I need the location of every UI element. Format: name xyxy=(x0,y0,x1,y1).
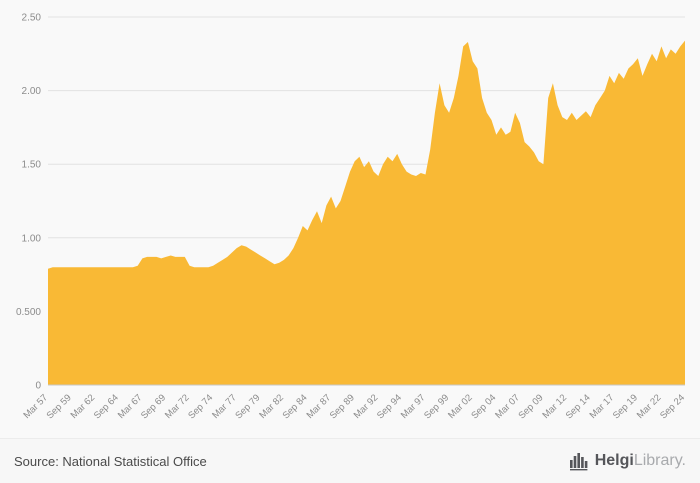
x-tick-label: Sep 04 xyxy=(469,392,498,421)
x-tick-label: Sep 64 xyxy=(92,392,121,421)
x-tick-label: Mar 22 xyxy=(635,392,664,421)
x-tick-label: Mar 72 xyxy=(163,392,192,421)
area-series xyxy=(48,40,685,385)
y-tick-label: 2.50 xyxy=(22,13,42,24)
x-tick-label: Mar 87 xyxy=(305,392,334,421)
x-tick-label: Mar 17 xyxy=(588,392,617,421)
x-tick-label: Mar 07 xyxy=(493,392,522,421)
x-tick-label: Sep 94 xyxy=(375,392,404,421)
x-tick-label: Mar 97 xyxy=(399,392,428,421)
x-tick-label: Sep 14 xyxy=(564,392,593,421)
x-tick-label: Mar 92 xyxy=(352,392,381,421)
x-tick-label: Mar 67 xyxy=(116,392,145,421)
source-label: Source: National Statistical Office xyxy=(14,453,207,469)
x-tick-label: Mar 02 xyxy=(446,392,475,421)
x-tick-label: Sep 89 xyxy=(328,392,357,421)
logo-text-library: Library. xyxy=(633,452,686,469)
x-tick-label: Sep 24 xyxy=(658,392,687,421)
x-tick-label: Sep 74 xyxy=(186,392,215,421)
helgilibrary-logo: HelgiLibrary. xyxy=(569,451,686,471)
x-tick-label: Sep 09 xyxy=(516,392,545,421)
x-tick-label: Mar 12 xyxy=(540,392,569,421)
x-tick-label: Mar 77 xyxy=(210,392,239,421)
x-tick-label: Sep 84 xyxy=(281,392,310,421)
y-tick-label: 1.50 xyxy=(22,160,42,171)
x-tick-label: Sep 69 xyxy=(139,392,168,421)
area-chart: 0 0.500 1.00 1.50 2.00 2.50 Mar 57 Sep 59 Mar 62… xyxy=(16,13,687,422)
y-tick-label: 1.00 xyxy=(22,233,42,244)
x-tick-label: Mar 82 xyxy=(257,392,286,421)
y-tick-label: 2.00 xyxy=(22,86,42,97)
logo-text-helgi: Helgi xyxy=(594,452,634,469)
y-tick-label: 0 xyxy=(35,381,41,392)
x-tick-label: Mar 57 xyxy=(21,392,50,421)
x-tick-label: Mar 62 xyxy=(69,392,98,421)
x-tick-label: Sep 19 xyxy=(611,392,640,421)
helgilibrary-logo-icon xyxy=(569,453,588,471)
logo-text: HelgiLibrary. xyxy=(595,453,686,469)
y-tick-label: 0.500 xyxy=(16,307,41,318)
x-tick-label: Sep 59 xyxy=(45,392,74,421)
footer: Source: National Statistical Office Helg… xyxy=(0,438,700,483)
x-tick-label: Sep 99 xyxy=(422,392,451,421)
x-tick-label: Sep 79 xyxy=(233,392,262,421)
